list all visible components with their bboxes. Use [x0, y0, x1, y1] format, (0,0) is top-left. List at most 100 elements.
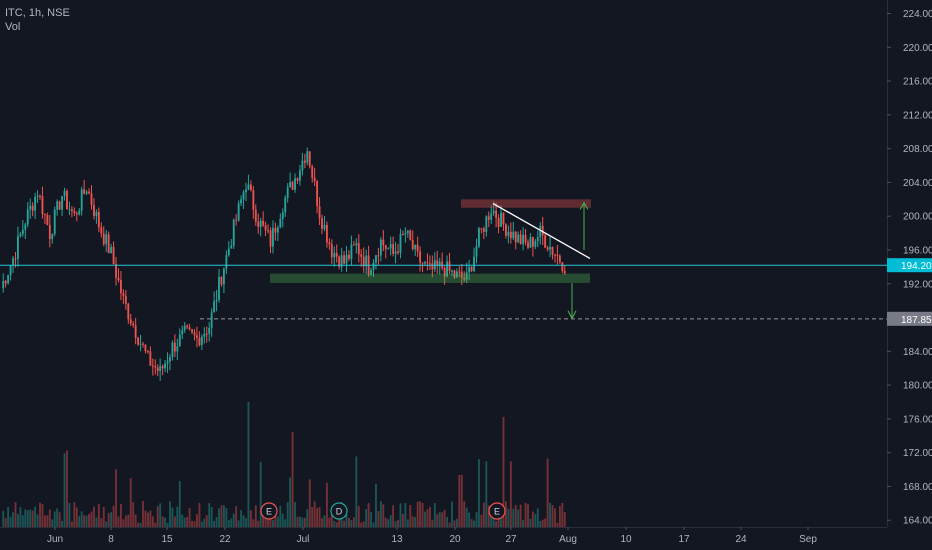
candle-body [546, 247, 549, 250]
candle-body [419, 251, 422, 263]
candle-body [97, 211, 100, 228]
candle-body [58, 201, 61, 210]
trend-line[interactable] [492, 202, 591, 259]
volume-bar [149, 510, 152, 527]
candle-body [527, 242, 529, 248]
candle-body [362, 256, 365, 267]
volume-bar [299, 516, 301, 527]
event-marker[interactable] [488, 502, 506, 520]
candle-body [29, 205, 32, 210]
candle-body [178, 334, 181, 347]
candle-body [470, 266, 473, 271]
volume-bar [345, 514, 348, 527]
candle-body [205, 333, 208, 335]
volume-bar [78, 515, 81, 527]
volume-bar [453, 520, 456, 527]
volume-bar [242, 515, 245, 527]
candle-body [208, 327, 211, 334]
event-marker[interactable] [330, 502, 348, 520]
volume-bar [539, 521, 542, 527]
volume-bar [438, 511, 441, 527]
volume-bar [431, 520, 434, 527]
volume-bar [29, 509, 32, 527]
volume-bar [426, 509, 429, 527]
volume-bar [460, 474, 463, 527]
volume-bar [333, 521, 336, 527]
candle-body [448, 261, 451, 271]
volume-bar [487, 505, 490, 527]
volume-bar [416, 501, 419, 527]
candle-body [115, 264, 117, 278]
candle-body [301, 160, 304, 171]
candle-body [554, 254, 556, 256]
candle-body [90, 193, 93, 205]
candle-body [333, 252, 336, 258]
candle-body [360, 254, 363, 257]
symbol-title: ITC, 1h, NSE [5, 7, 70, 19]
candle-body [24, 224, 27, 230]
candle-body [524, 234, 527, 243]
volume-bar [514, 505, 517, 527]
volume-bar [279, 505, 282, 527]
volume-bar [289, 477, 292, 527]
candle-body [382, 239, 385, 246]
volume-bar [7, 506, 10, 527]
candle-body [43, 214, 46, 216]
candle-body [39, 195, 41, 197]
volume-bar [475, 512, 478, 527]
volume-bar [252, 519, 255, 527]
volume-bar [137, 522, 140, 527]
volume-bar [468, 512, 471, 527]
candle-body [424, 262, 426, 264]
candle-body [507, 231, 510, 236]
volume-bar [357, 506, 360, 527]
volume-bar [397, 519, 399, 527]
target-up-arrowhead [579, 201, 589, 210]
volume-bar [146, 512, 149, 527]
volume-bar [531, 511, 534, 527]
volume-bar [554, 508, 556, 527]
volume-bar [186, 516, 189, 527]
volume-bar [321, 518, 323, 527]
candle-body [460, 271, 463, 278]
volume-bar [107, 513, 110, 527]
volume-bar [463, 501, 466, 527]
candle-body [188, 327, 191, 330]
volume-bar [387, 519, 390, 527]
candle-body [220, 276, 223, 285]
candle-body [482, 228, 485, 232]
candle-body [198, 337, 201, 345]
volume-bar [117, 516, 120, 527]
candle-body [68, 209, 71, 211]
candle-body [451, 270, 453, 272]
candle-body [519, 234, 522, 245]
x-tick-label: Aug [559, 534, 577, 545]
candle-body [517, 234, 520, 243]
candle-body [350, 244, 353, 259]
volume-bar [127, 514, 130, 527]
candle-body [41, 196, 44, 215]
candle-body [316, 181, 319, 207]
event-marker[interactable] [260, 502, 278, 520]
volume-bar [446, 517, 448, 527]
price-axis-panel [887, 0, 932, 550]
candle-body [453, 270, 456, 278]
volume-bar [56, 508, 59, 527]
volume-bar [480, 514, 483, 527]
candle-body [281, 212, 284, 219]
candle-body [402, 234, 404, 236]
candle-body [414, 244, 417, 250]
volume-bar [541, 519, 544, 527]
x-tick-label: 8 [108, 534, 114, 545]
volume-bar [323, 515, 326, 527]
candle-body [458, 271, 461, 273]
y-tick-label: 212.00 [903, 110, 932, 121]
volume-bar [26, 510, 29, 527]
volume-bar [88, 513, 90, 527]
candle-body [291, 181, 294, 190]
volume-bar [210, 507, 213, 527]
candle-body [7, 275, 10, 284]
candle-body [137, 337, 140, 345]
